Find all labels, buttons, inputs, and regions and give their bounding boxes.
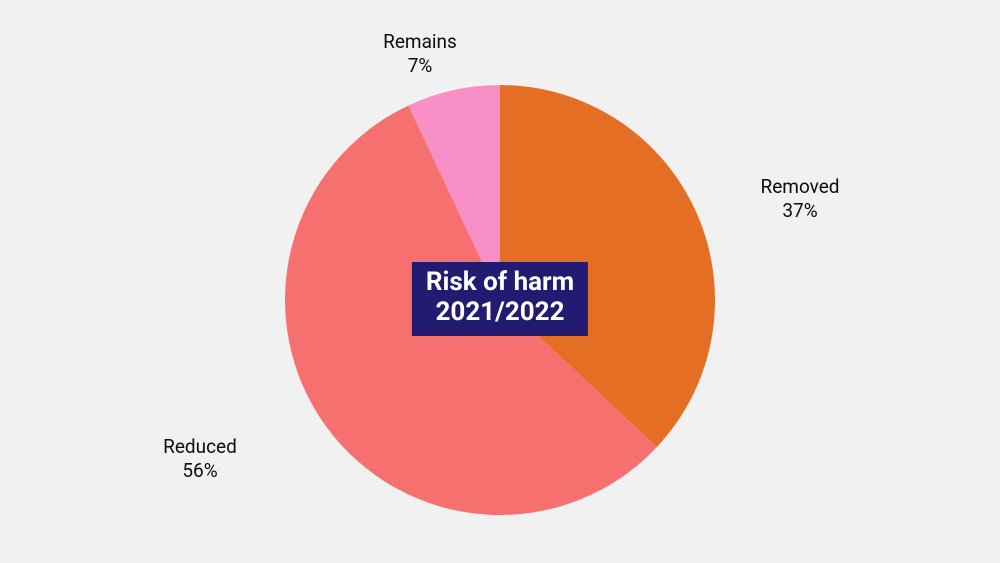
slice-label-reduced: Reduced 56% bbox=[163, 435, 237, 483]
slice-label-removed-name: Removed bbox=[760, 175, 839, 199]
slice-label-removed: Removed 37% bbox=[760, 175, 839, 223]
center-title-badge: Risk of harm 2021/2022 bbox=[412, 262, 588, 336]
slice-label-remains-name: Remains bbox=[383, 30, 457, 54]
slice-label-remains: Remains 7% bbox=[383, 30, 457, 78]
center-title-line1: Risk of harm bbox=[426, 268, 574, 298]
center-title-line2: 2021/2022 bbox=[426, 298, 574, 328]
chart-stage: Removed 37% Reduced 56% Remains 7% Risk … bbox=[0, 0, 1000, 563]
slice-label-reduced-name: Reduced bbox=[163, 435, 237, 459]
slice-label-reduced-value: 56% bbox=[163, 459, 237, 483]
slice-label-removed-value: 37% bbox=[760, 199, 839, 223]
slice-label-remains-value: 7% bbox=[383, 54, 457, 78]
